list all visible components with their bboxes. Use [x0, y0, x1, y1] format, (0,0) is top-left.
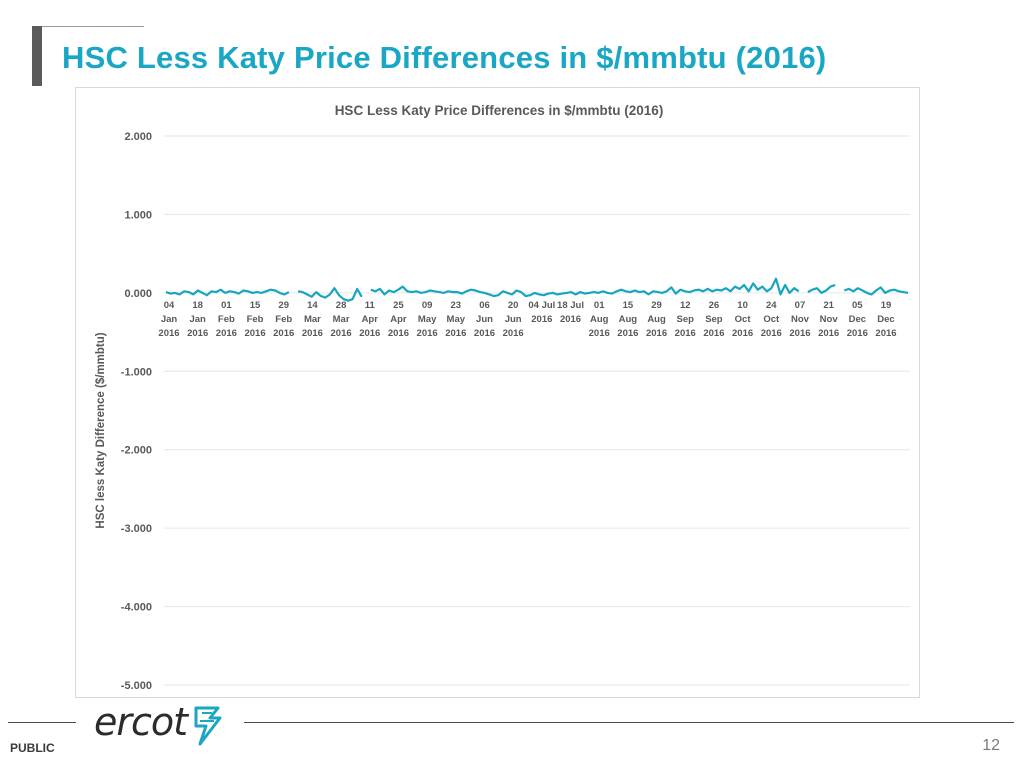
x-tick-label: 14	[307, 300, 318, 311]
x-tick-label: 07	[795, 300, 806, 311]
x-tick-label: May	[418, 314, 437, 325]
footer-public-label: PUBLIC	[10, 741, 55, 755]
x-tick-label: 24	[766, 300, 777, 311]
top-rule	[36, 26, 144, 27]
x-tick-label: 19	[881, 300, 892, 311]
x-tick-label: 2016	[847, 328, 868, 339]
x-tick-label: 04 Jul	[528, 300, 555, 311]
x-tick-label: 18 Jul	[557, 300, 584, 311]
y-tick-label: 2.000	[124, 131, 152, 143]
x-tick-label: Sep	[705, 314, 723, 325]
x-tick-label: 2016	[875, 328, 896, 339]
y-tick-label: -1.000	[121, 366, 152, 378]
series-line-hsc-less-katy	[165, 277, 909, 302]
chart-container: HSC Less Katy Price Differences in $/mmb…	[75, 87, 920, 698]
x-tick-label: 2016	[187, 328, 208, 339]
x-tick-label: 12	[680, 300, 691, 311]
x-tick-label: 10	[737, 300, 748, 311]
x-tick-label: 2016	[675, 328, 696, 339]
x-tick-label: 2016	[503, 328, 524, 339]
x-tick-label: 01	[594, 300, 605, 311]
x-tick-label: Sep	[677, 314, 695, 325]
x-tick-label: 2016	[158, 328, 179, 339]
x-tick-label: Jun	[505, 314, 522, 325]
x-tick-label: 29	[278, 300, 289, 311]
y-tick-label: -3.000	[121, 523, 152, 535]
x-tick-label: 2016	[732, 328, 753, 339]
x-tick-label: Oct	[763, 314, 780, 325]
x-tick-label: Feb	[275, 314, 292, 325]
x-tick-label: 2016	[589, 328, 610, 339]
x-tick-label: 04	[164, 300, 175, 311]
x-tick-label: 2016	[331, 328, 352, 339]
x-tick-label: Jan	[161, 314, 178, 325]
x-tick-label: Aug	[590, 314, 609, 325]
x-tick-label: 2016	[273, 328, 294, 339]
y-tick-label: -2.000	[121, 445, 152, 457]
x-tick-label: 2016	[445, 328, 466, 339]
x-tick-label: 09	[422, 300, 433, 311]
x-tick-label: 2016	[302, 328, 323, 339]
x-tick-label: 26	[709, 300, 720, 311]
x-tick-label: Dec	[877, 314, 894, 325]
slide-title: HSC Less Katy Price Differences in $/mmb…	[62, 40, 827, 75]
y-axis-label: HSC less Katy Difference ($/mmbtu)	[95, 332, 107, 528]
chart-title: HSC Less Katy Price Differences in $/mmb…	[335, 103, 664, 118]
x-tick-label: 23	[451, 300, 462, 311]
x-tick-label: 2016	[216, 328, 237, 339]
x-tick-label: 06	[479, 300, 490, 311]
x-tick-label: 2016	[818, 328, 839, 339]
x-tick-label: Apr	[390, 314, 407, 325]
footer-rule-right	[244, 722, 1014, 723]
x-tick-label: 21	[823, 300, 834, 311]
footer-rule-left	[8, 722, 76, 723]
x-tick-label: May	[447, 314, 466, 325]
x-tick-label: 2016	[244, 328, 265, 339]
y-tick-label: 1.000	[124, 209, 152, 221]
x-tick-label: 05	[852, 300, 863, 311]
x-tick-label: 20	[508, 300, 519, 311]
y-tick-label: -5.000	[121, 680, 152, 692]
ercot-star-icon	[194, 706, 222, 746]
x-tick-label: 2016	[359, 328, 380, 339]
x-tick-label: 25	[393, 300, 404, 311]
title-accent-bar	[32, 26, 42, 86]
y-tick-label: -4.000	[121, 602, 152, 614]
x-tick-label: 18	[192, 300, 203, 311]
y-tick-label: 0.000	[124, 288, 152, 300]
x-tick-label: Nov	[820, 314, 839, 325]
x-tick-label: 01	[221, 300, 232, 311]
x-tick-label: Dec	[849, 314, 866, 325]
x-tick-label: Feb	[247, 314, 264, 325]
x-tick-label: 28	[336, 300, 347, 311]
x-tick-label: Nov	[791, 314, 810, 325]
x-tick-label: 2016	[617, 328, 638, 339]
x-tick-label: Feb	[218, 314, 235, 325]
x-tick-label: Apr	[362, 314, 379, 325]
x-tick-label: 2016	[789, 328, 810, 339]
x-tick-label: 15	[623, 300, 634, 311]
x-tick-label: Oct	[735, 314, 752, 325]
x-tick-label: Jun	[476, 314, 493, 325]
x-tick-label: 2016	[388, 328, 409, 339]
x-tick-label: 2016	[646, 328, 667, 339]
logo-text: ercot	[94, 700, 188, 744]
x-tick-label: 2016	[560, 314, 581, 325]
x-tick-label: Aug	[647, 314, 666, 325]
x-tick-label: Aug	[619, 314, 638, 325]
line-chart: HSC Less Katy Price Differences in $/mmb…	[95, 103, 910, 692]
x-tick-label: Jan	[189, 314, 206, 325]
x-tick-label: 15	[250, 300, 261, 311]
x-tick-label: Mar	[304, 314, 321, 325]
x-tick-label: 11	[365, 300, 376, 311]
x-tick-label: 29	[651, 300, 662, 311]
x-tick-label: 2016	[417, 328, 438, 339]
x-tick-label: 2016	[761, 328, 782, 339]
ercot-logo: ercot	[94, 700, 234, 752]
x-tick-label: 2016	[703, 328, 724, 339]
page-number: 12	[982, 737, 1000, 754]
x-tick-label: Mar	[333, 314, 350, 325]
x-tick-label: 2016	[474, 328, 495, 339]
x-tick-label: 2016	[531, 314, 552, 325]
